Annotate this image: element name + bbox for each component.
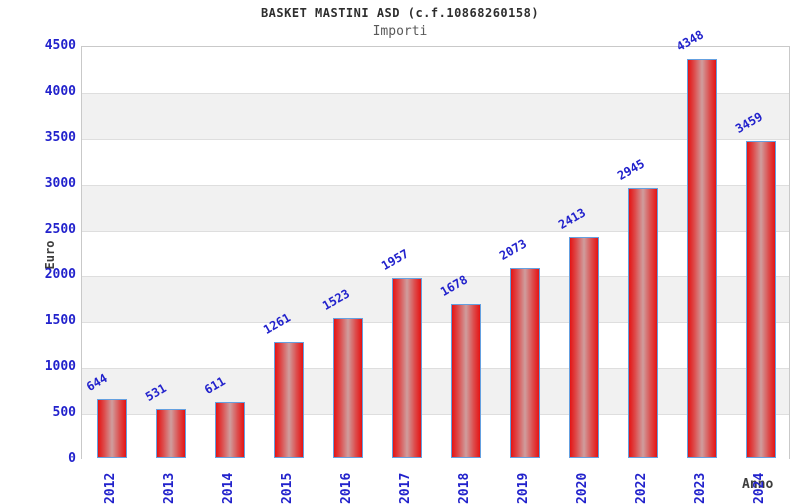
x-tick-label: 2017	[397, 472, 413, 504]
gridline	[82, 92, 789, 94]
y-tick-label: 3500	[44, 129, 76, 145]
plot-band	[82, 322, 789, 369]
plot-band	[82, 92, 789, 139]
plot-band	[82, 184, 789, 231]
bar	[391, 278, 422, 458]
gridline	[82, 368, 789, 370]
plot-band	[82, 414, 789, 460]
x-tick-label: 2012	[102, 472, 118, 504]
gridline	[82, 322, 789, 324]
gridline	[82, 184, 789, 186]
x-tick-label: 2015	[279, 472, 295, 504]
x-tick-label: 2020	[575, 472, 591, 504]
x-axis-title: Anno	[742, 477, 774, 492]
x-tick-label: 2024	[752, 472, 768, 504]
y-tick-label: 4500	[44, 38, 76, 53]
x-tick-label: 2019	[516, 472, 532, 504]
x-tick-label: 2013	[161, 472, 177, 504]
plot-band	[82, 138, 789, 185]
chart-title: BASKET MASTINI ASD (c.f.10868260158)	[260, 6, 540, 20]
gridline	[82, 414, 789, 416]
y-tick-label: 1000	[44, 359, 76, 375]
x-tick-label: 2014	[220, 472, 236, 504]
plot-area: 644 531 611 1261 1523 1957 1678 2073 2413 2945 434…	[81, 27, 790, 460]
bar	[451, 304, 482, 458]
y-tick-label: 2000	[44, 267, 76, 283]
x-tick-label: 2016	[338, 472, 354, 504]
gridline	[82, 138, 789, 140]
x-tick-label: 2022	[634, 472, 650, 504]
bar	[155, 409, 186, 458]
bar	[214, 401, 245, 458]
bar	[746, 140, 777, 458]
y-tick-label: 3000	[44, 175, 76, 191]
bar	[510, 267, 541, 458]
x-tick-label: 2018	[457, 472, 473, 504]
bar	[569, 236, 600, 458]
y-tick-label: 4000	[44, 83, 76, 99]
y-tick-label: 500	[52, 405, 76, 421]
bar	[628, 187, 659, 458]
y-tick-label: 1500	[44, 313, 76, 329]
bar	[332, 318, 363, 458]
bar	[273, 342, 304, 458]
chart-subtitle: Importi	[372, 24, 428, 39]
y-tick-label: 0	[68, 451, 76, 466]
plot-band	[82, 47, 789, 93]
plot-band	[82, 230, 789, 277]
y-tick-label: 2500	[44, 221, 76, 237]
x-tick-label: 2023	[693, 472, 709, 504]
gridline	[82, 230, 789, 232]
gridline	[82, 276, 789, 278]
plot-band	[82, 276, 789, 323]
plot-band	[82, 368, 789, 415]
bar	[687, 58, 718, 458]
bar	[96, 398, 127, 458]
